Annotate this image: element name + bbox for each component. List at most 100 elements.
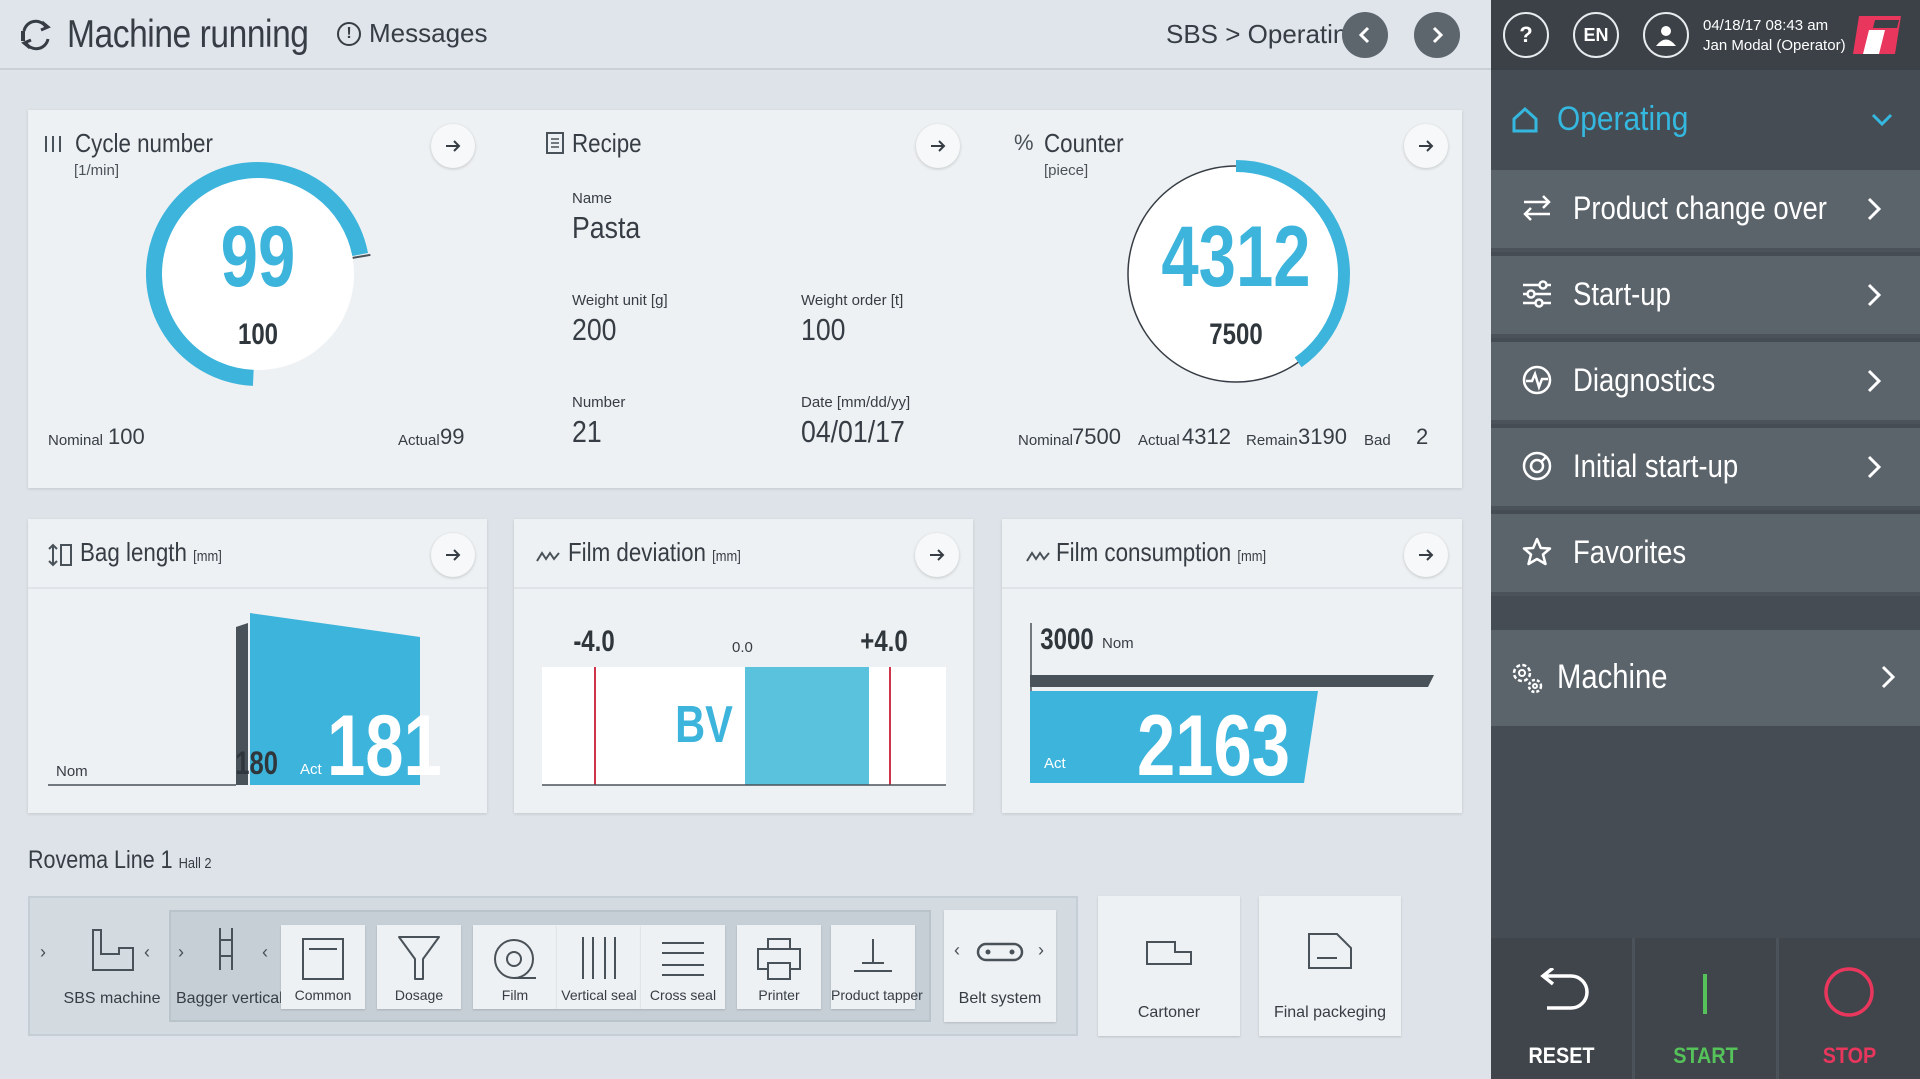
reset-button[interactable]: RESET xyxy=(1491,938,1635,1079)
cycle-gauge xyxy=(146,162,371,386)
station-cartoner[interactable]: Cartoner xyxy=(1098,896,1240,1036)
recipe-open-button[interactable] xyxy=(916,124,960,168)
consumption-nom-label: Nom xyxy=(1102,635,1134,652)
start-icon xyxy=(1703,974,1707,1014)
messages-link[interactable]: ! Messages xyxy=(337,18,488,49)
station-cross-seal[interactable]: Cross seal xyxy=(641,925,725,1009)
star-icon xyxy=(1522,537,1552,566)
chevron-left-icon xyxy=(1358,26,1370,44)
bag-length-open-button[interactable] xyxy=(431,533,475,577)
cycle-nominal-label: Nominal xyxy=(48,432,104,449)
chevron-right-icon xyxy=(1867,197,1882,221)
film-roll-icon xyxy=(494,939,536,979)
sliders-icon xyxy=(1523,280,1551,308)
line-title: Rovema Line 1 Hall 2 xyxy=(28,846,212,875)
stop-button[interactable]: STOP xyxy=(1779,938,1920,1079)
menu-item-initial-start-up[interactable]: Initial start-up xyxy=(1491,428,1920,510)
consumption-act-label: Act xyxy=(1044,755,1066,772)
counter-bad-value: 2 xyxy=(1416,424,1429,449)
messages-label: Messages xyxy=(369,18,488,48)
station-printer[interactable]: Printer xyxy=(737,925,821,1009)
menu-item-label: Diagnostics xyxy=(1573,362,1716,398)
station-final-packaging[interactable]: Final packeging xyxy=(1259,896,1401,1036)
chevron-left-icon[interactable]: ‹ xyxy=(262,942,268,962)
station-label: Final packeging xyxy=(1273,1004,1387,1021)
chevron-right-icon xyxy=(1432,26,1444,44)
help-button[interactable]: ? xyxy=(1503,12,1549,58)
menu-item-label: Favorites xyxy=(1573,534,1687,570)
bag-length-title-text: Bag length xyxy=(80,537,187,567)
language-button[interactable]: EN xyxy=(1573,12,1619,58)
chevron-right-icon[interactable]: › xyxy=(40,942,46,962)
arrow-right-icon xyxy=(931,140,946,152)
menu-item-start-up[interactable]: Start-up xyxy=(1491,256,1920,338)
wave-icon xyxy=(1026,551,1050,562)
user-button[interactable] xyxy=(1643,12,1689,58)
station-label: Product tapper xyxy=(831,987,923,1003)
station-common[interactable]: Common xyxy=(281,925,365,1009)
film-consumption-title: Film consumption [mm] xyxy=(1056,537,1266,568)
menu-item-label: Product change over xyxy=(1573,190,1827,226)
station-vertical-seal[interactable]: Vertical seal xyxy=(557,925,641,1009)
consumption-act-value: 2163 xyxy=(1137,698,1291,794)
menu-item-label: Initial start-up xyxy=(1573,448,1739,484)
station-label: Printer xyxy=(758,987,800,1003)
weight-unit-label: Weight unit [g] xyxy=(572,292,668,309)
menu-item-favorites[interactable]: Favorites xyxy=(1491,514,1920,596)
breadcrumb[interactable]: SBS > Operating xyxy=(1166,19,1362,49)
counter-title: Counter xyxy=(1044,128,1124,158)
station-label: Cartoner xyxy=(1137,1004,1201,1021)
station-sbs-machine[interactable]: SBS machine xyxy=(56,912,168,1022)
menu-item-label: Machine xyxy=(1557,658,1668,696)
station-label: Film xyxy=(501,987,529,1003)
document-icon xyxy=(546,132,564,154)
recipe-date-label: Date [mm/dd/yy] xyxy=(801,394,911,411)
menu-item-product-change-over[interactable]: Product change over xyxy=(1491,170,1920,252)
overview-card: Cycle number [1/min] 99 100 Nominal 100 … xyxy=(28,110,1462,488)
film-consumption-open-button[interactable] xyxy=(1404,533,1448,577)
line-hall: Hall 2 xyxy=(178,855,212,872)
arrow-right-icon xyxy=(446,549,461,561)
rovema-logo xyxy=(1851,14,1903,56)
station-bagger-vertical[interactable]: Bagger vertical xyxy=(176,912,283,1022)
cross-seal-icon xyxy=(662,942,704,976)
chevron-right-icon xyxy=(1881,665,1896,689)
film-deviation-open-button[interactable] xyxy=(915,533,959,577)
cycle-nominal-display: 100 xyxy=(237,318,279,351)
chevron-right-icon[interactable]: › xyxy=(1038,940,1044,960)
station-dosage[interactable]: Dosage xyxy=(377,925,461,1009)
cycle-open-button[interactable] xyxy=(431,124,475,168)
counter-open-button[interactable] xyxy=(1404,124,1448,168)
counter-remain-label: Remain xyxy=(1246,432,1298,449)
counter-unit: [piece] xyxy=(1044,162,1089,179)
gears-icon xyxy=(1512,663,1543,694)
chevron-right-icon xyxy=(1867,369,1882,393)
menu-section-operating[interactable]: Operating xyxy=(1491,84,1920,158)
film-deviation-card: Film deviation [mm] -4.0 0.0 +4.0 BV xyxy=(514,519,973,813)
chevron-right-icon[interactable]: › xyxy=(178,942,184,962)
help-icon: ? xyxy=(1519,22,1533,47)
forward-button[interactable] xyxy=(1414,12,1460,58)
station-belt-system[interactable]: ‹ › Belt system xyxy=(944,910,1056,1022)
stop-icon xyxy=(1824,967,1874,1017)
recipe-number-label: Number xyxy=(572,394,626,411)
start-button[interactable]: START xyxy=(1635,938,1779,1079)
package-icon xyxy=(1308,933,1352,969)
station-product-tapper[interactable]: Product tapper xyxy=(831,925,923,1009)
action-bar: RESET START STOP xyxy=(1491,938,1920,1079)
menu-item-machine[interactable]: Machine xyxy=(1491,630,1920,726)
chevron-left-icon[interactable]: ‹ xyxy=(144,942,150,962)
deviation-center: 0.0 xyxy=(732,639,753,656)
page-title: Machine running xyxy=(67,13,309,56)
weight-order-value: 100 xyxy=(801,312,846,347)
pulse-icon xyxy=(1522,365,1552,395)
bars-icon xyxy=(45,136,61,152)
station-film[interactable]: Film xyxy=(473,925,557,1009)
recipe-title: Recipe xyxy=(572,128,642,158)
bag-length-card: Bag length [mm] Nom 180 Act 181 xyxy=(28,519,487,813)
menu-item-diagnostics[interactable]: Diagnostics xyxy=(1491,342,1920,424)
back-button[interactable] xyxy=(1342,12,1388,58)
user-name: Jan Modal (Operator) xyxy=(1703,37,1846,54)
chevron-left-icon[interactable]: ‹ xyxy=(954,940,960,960)
arrow-right-icon xyxy=(1419,140,1434,152)
